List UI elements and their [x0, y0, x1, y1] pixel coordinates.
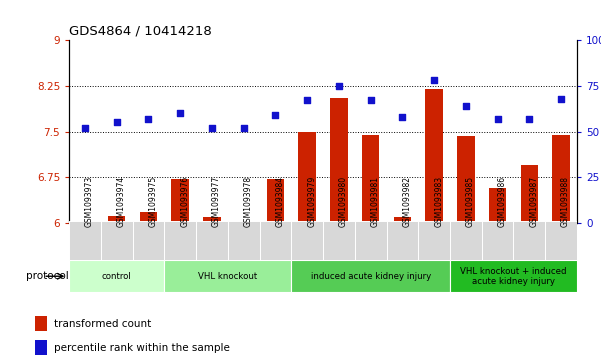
Bar	[140, 212, 157, 223]
Text: GSM1093984: GSM1093984	[275, 176, 284, 227]
Bar	[291, 221, 323, 260]
Bar	[164, 260, 291, 292]
Text: GSM1093986: GSM1093986	[498, 176, 507, 227]
Bar	[76, 222, 94, 223]
Bar	[164, 221, 196, 260]
Bar	[552, 135, 570, 223]
Point	[302, 98, 312, 103]
Text: GSM1093973: GSM1093973	[85, 176, 94, 227]
Point	[429, 77, 439, 83]
Bar	[203, 216, 221, 223]
Bar	[520, 165, 538, 223]
Bar	[267, 179, 284, 223]
Bar	[171, 179, 189, 223]
Text: induced acute kidney injury: induced acute kidney injury	[311, 272, 431, 281]
Bar	[101, 221, 133, 260]
Point	[239, 125, 248, 131]
Bar	[35, 316, 47, 331]
Bar	[426, 89, 443, 223]
Bar	[330, 98, 347, 223]
Text: GSM1093976: GSM1093976	[180, 176, 189, 227]
Point	[270, 112, 280, 118]
Point	[525, 116, 534, 122]
Text: GSM1093987: GSM1093987	[529, 176, 538, 227]
Text: percentile rank within the sample: percentile rank within the sample	[54, 343, 230, 353]
Point	[80, 125, 90, 131]
Bar	[323, 221, 355, 260]
Bar	[133, 221, 164, 260]
Bar	[260, 221, 291, 260]
Bar	[513, 221, 545, 260]
Text: control: control	[102, 272, 132, 281]
Bar	[291, 260, 450, 292]
Bar	[355, 221, 386, 260]
Bar	[235, 222, 252, 223]
Text: GSM1093978: GSM1093978	[243, 176, 252, 227]
Text: GSM1093975: GSM1093975	[148, 176, 157, 227]
Bar	[69, 221, 101, 260]
Bar	[362, 135, 379, 223]
Bar	[299, 132, 316, 223]
Point	[493, 116, 502, 122]
Text: transformed count: transformed count	[54, 319, 151, 329]
Point	[334, 83, 344, 89]
Bar	[69, 260, 164, 292]
Text: GSM1093980: GSM1093980	[339, 176, 348, 227]
Bar	[457, 136, 475, 223]
Text: GSM1093981: GSM1093981	[371, 176, 380, 227]
Text: GSM1093988: GSM1093988	[561, 176, 570, 227]
Text: GSM1093974: GSM1093974	[117, 176, 126, 227]
Text: GSM1093985: GSM1093985	[466, 176, 475, 227]
Point	[366, 98, 376, 103]
Bar	[489, 188, 506, 223]
Bar	[450, 221, 482, 260]
Point	[207, 125, 217, 131]
Bar	[108, 216, 126, 223]
Text: GDS4864 / 10414218: GDS4864 / 10414218	[69, 24, 212, 37]
Point	[398, 114, 407, 120]
Bar	[450, 260, 577, 292]
Bar	[394, 217, 411, 223]
Bar	[196, 221, 228, 260]
Bar	[418, 221, 450, 260]
Point	[144, 116, 153, 122]
Bar	[386, 221, 418, 260]
Text: VHL knockout + induced
acute kidney injury: VHL knockout + induced acute kidney inju…	[460, 266, 567, 286]
Bar	[482, 221, 513, 260]
Point	[175, 110, 185, 116]
Point	[112, 119, 121, 125]
Text: GSM1093977: GSM1093977	[212, 176, 221, 227]
Text: VHL knockout: VHL knockout	[198, 272, 257, 281]
Bar	[545, 221, 577, 260]
Text: GSM1093982: GSM1093982	[403, 176, 412, 227]
Text: GSM1093983: GSM1093983	[434, 176, 443, 227]
Point	[461, 103, 471, 109]
Bar	[35, 340, 47, 355]
Text: GSM1093979: GSM1093979	[307, 176, 316, 227]
Bar	[228, 221, 260, 260]
Text: protocol: protocol	[26, 271, 69, 281]
Point	[557, 96, 566, 102]
